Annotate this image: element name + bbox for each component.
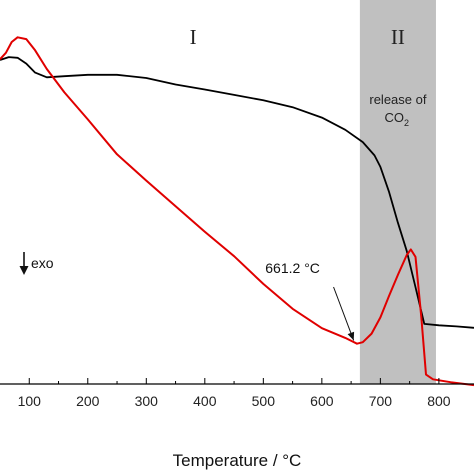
co2-formula-main: CO: [384, 110, 404, 125]
exo-indicator: exo: [19, 252, 54, 275]
series-line-black: [0, 56, 474, 329]
release-annotation-line1: release of: [369, 92, 426, 107]
x-tick-label: 800: [427, 393, 451, 409]
region-label-i: I: [190, 25, 197, 49]
x-tick-label: 500: [252, 393, 276, 409]
exo-label: exo: [31, 255, 54, 271]
peak-temperature-label: 661.2 °C: [265, 260, 320, 276]
x-tick-label: 200: [76, 393, 100, 409]
region-label-ii: II: [391, 25, 405, 49]
peak-arrow-line: [333, 286, 355, 341]
x-tick-label: 600: [310, 393, 334, 409]
x-axis-title: Temperature / °C: [173, 451, 302, 470]
x-tick-label: 100: [18, 393, 42, 409]
co2-release-shaded-region: [359, 0, 436, 384]
x-tick-label: 700: [369, 393, 393, 409]
co2-formula-subscript: 2: [404, 118, 409, 128]
series-line-red: [0, 36, 474, 387]
series-layer: [0, 36, 474, 387]
x-axis-ticks: 100 200 300 400 500 600 700 800: [18, 378, 451, 409]
x-tick-label: 300: [135, 393, 159, 409]
peak-arrow-head-icon: [347, 331, 355, 341]
release-annotation-line2: CO2: [384, 110, 409, 128]
x-tick-label: 400: [193, 393, 217, 409]
exo-arrow-head-icon: [19, 266, 29, 275]
